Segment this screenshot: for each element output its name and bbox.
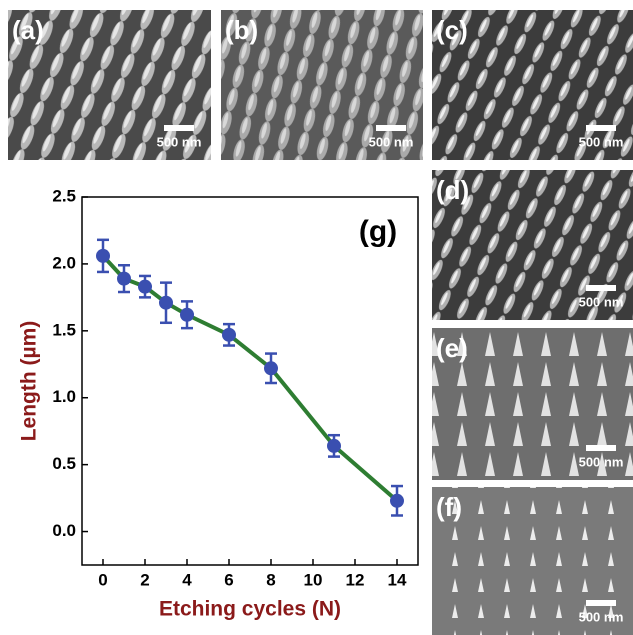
figure: (a) 500 nm (b) 500 nm (c) 500 nm (d) 500 nm (e) 5… <box>0 0 633 635</box>
panel-label: (a) <box>12 15 44 45</box>
y-axis-label: Length (µm) <box>18 321 41 442</box>
panel-label: (b) <box>225 15 258 45</box>
x-tick-label: 12 <box>346 570 365 589</box>
scale-bar-label: 500 nm <box>579 454 624 469</box>
marker <box>222 328 236 342</box>
chart: 0.0 0.5 1.0 1.5 2.0 2.5 0 2 4 6 8 10 12 14 Etching cyc… <box>18 186 418 620</box>
x-tick-label: 4 <box>182 570 192 589</box>
x-axis-label: Etching cycles (N) <box>159 598 341 621</box>
y-tick-label: 0.5 <box>52 454 76 473</box>
x-tick-label: 8 <box>266 570 275 589</box>
y-tick-label: 2.5 <box>52 186 76 205</box>
scale-bar-label: 500 nm <box>579 134 624 149</box>
marker <box>327 439 341 453</box>
marker <box>390 494 404 508</box>
y-tick-label: 2.0 <box>52 253 76 272</box>
scale-bar-label: 500 nm <box>157 134 202 149</box>
scale-bar <box>586 600 616 606</box>
marker <box>96 249 110 263</box>
scale-bar-label: 500 nm <box>579 294 624 309</box>
marker <box>180 308 194 322</box>
y-tick-label: 0.0 <box>52 521 76 540</box>
panel-label: (f) <box>436 492 462 522</box>
panel-label: (e) <box>436 333 468 363</box>
scale-bar <box>586 125 616 131</box>
panel-label: (c) <box>436 15 468 45</box>
scale-bar <box>586 445 616 451</box>
plot-frame <box>82 197 418 565</box>
scale-bar <box>586 285 616 291</box>
scale-bar-label: 500 nm <box>579 609 624 624</box>
annotation: (g) <box>359 215 397 248</box>
marker <box>138 280 152 294</box>
marker <box>264 361 278 375</box>
y-tick-label: 1.5 <box>52 320 76 339</box>
scale-bar-label: 500 nm <box>369 134 414 149</box>
x-tick-label: 2 <box>140 570 149 589</box>
panel-label: (d) <box>436 175 469 205</box>
marker <box>159 296 173 310</box>
x-tick-label: 10 <box>304 570 323 589</box>
scale-bar <box>164 125 194 131</box>
y-tick-label: 1.0 <box>52 387 76 406</box>
page: (a) 500 nm (b) 500 nm (c) 500 nm (d) 500 nm (e) 5… <box>0 0 633 635</box>
scale-bar <box>376 125 406 131</box>
x-tick-label: 6 <box>224 570 233 589</box>
x-tick-label: 0 <box>98 570 107 589</box>
sem-panels: (a) 500 nm (b) 500 nm (c) 500 nm (d) 500 nm (e) 5… <box>8 10 633 635</box>
marker <box>117 272 131 286</box>
x-tick-label: 14 <box>388 570 407 589</box>
